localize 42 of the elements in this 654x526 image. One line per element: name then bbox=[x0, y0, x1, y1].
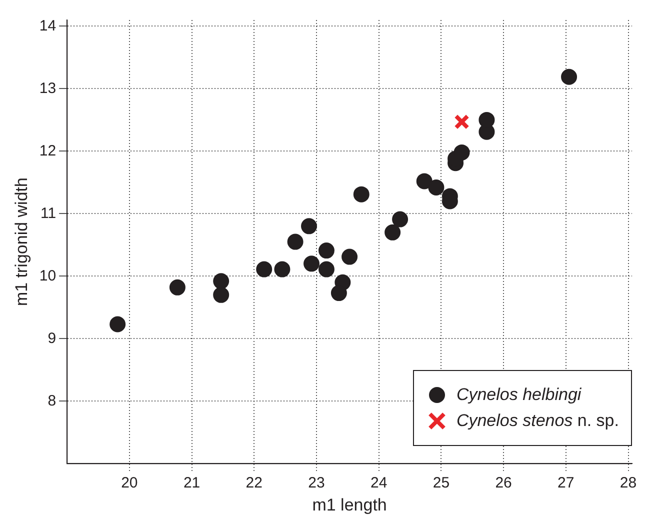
point bbox=[416, 173, 432, 190]
point bbox=[454, 144, 470, 160]
y-tick-label: 12 bbox=[39, 142, 56, 160]
x-tick-label: 23 bbox=[308, 474, 325, 492]
x-tick-label: 27 bbox=[558, 474, 574, 492]
x-tick-label: 24 bbox=[370, 474, 388, 492]
y-tick-label: 14 bbox=[39, 17, 56, 34]
point bbox=[428, 179, 444, 196]
point bbox=[384, 224, 401, 240]
y-axis-title: m1 trigonid width bbox=[12, 178, 31, 306]
point bbox=[342, 248, 358, 265]
point bbox=[213, 286, 230, 303]
point bbox=[301, 218, 318, 234]
point bbox=[392, 211, 408, 228]
point bbox=[169, 279, 186, 296]
y-tick-label: 13 bbox=[39, 80, 56, 97]
legend-label: Cynelos stenos n. sp. bbox=[456, 411, 619, 431]
point bbox=[287, 234, 304, 250]
y-tick-label: 10 bbox=[39, 267, 56, 284]
x-axis-title: m1 length bbox=[312, 495, 387, 514]
point bbox=[274, 261, 290, 278]
y-tick-label: 9 bbox=[48, 330, 56, 347]
x-tick-label: 22 bbox=[246, 474, 262, 492]
point bbox=[353, 186, 370, 202]
y-tick-label: 11 bbox=[40, 204, 56, 222]
legend-label: Cynelos helbingi bbox=[456, 385, 582, 404]
point bbox=[110, 316, 126, 332]
x-tick-label: 25 bbox=[432, 474, 450, 492]
point bbox=[478, 112, 495, 128]
point bbox=[454, 114, 470, 130]
x-tick-label: 20 bbox=[121, 474, 138, 492]
point bbox=[318, 242, 334, 259]
point bbox=[304, 256, 320, 272]
x-tick-label: 21 bbox=[183, 474, 200, 492]
point bbox=[330, 285, 347, 302]
point bbox=[213, 273, 230, 290]
point bbox=[318, 261, 334, 278]
point bbox=[561, 68, 578, 85]
point bbox=[256, 261, 272, 278]
y-tick-label: 8 bbox=[48, 392, 56, 410]
x-tick-label: 28 bbox=[620, 474, 637, 492]
x-tick-label: 26 bbox=[495, 474, 512, 492]
